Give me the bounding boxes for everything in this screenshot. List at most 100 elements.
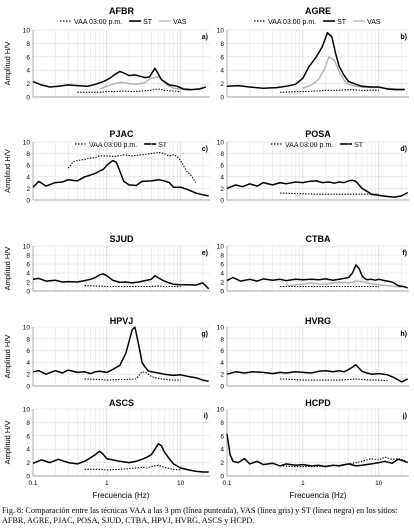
p6-y-tick-label: 6 xyxy=(26,348,30,355)
p8-y-tick-label: 10 xyxy=(23,407,31,414)
p0-y-tick-label: 0 xyxy=(26,95,30,102)
p3-y-tick-label: 8 xyxy=(220,151,224,158)
p1-series-st-line xyxy=(226,31,405,91)
p0-panel-title: AFBR xyxy=(109,6,134,16)
p1-legend-label-st: ST xyxy=(337,19,347,26)
p9-y-tick-label: 0 xyxy=(220,474,224,481)
p9-series-vaa-line xyxy=(280,456,405,468)
p9-x-tick-label: 0.1 xyxy=(222,480,231,487)
y-axis-title-row-3: Amplitud H/V xyxy=(3,335,12,379)
p1-y-tick-label: 0 xyxy=(220,95,224,102)
p9-y-tick-label: 10 xyxy=(217,407,225,414)
p9-y-tick-label: 8 xyxy=(220,420,224,427)
p2-y-tick-label: 10 xyxy=(23,140,31,147)
p8-x-tick-label: 10 xyxy=(177,480,185,487)
p6-series-st-line xyxy=(32,326,209,383)
p8-y-tick-label: 8 xyxy=(26,420,30,427)
p8-y-tick-label: 0 xyxy=(26,474,30,481)
p6-series-vaa-line xyxy=(84,371,181,381)
p2-legend-label-vaa: VAA 03:00 p.m. xyxy=(89,142,137,149)
p9-panel-title: HCPD xyxy=(305,398,331,408)
p0-legend-label-st: ST xyxy=(143,19,153,26)
figure-caption: Fig. 8: Comparación entre las técnicas V… xyxy=(2,506,398,525)
y-axis-title-row-4: Amplitud H/V xyxy=(3,421,12,465)
p3-legend-label-vaa: VAA 03:00 p.m. xyxy=(285,142,333,149)
p4-y-tick-label: 4 xyxy=(26,271,30,278)
p3-panel-letter: d) xyxy=(400,146,407,153)
p4-series-st-line xyxy=(32,273,210,290)
p7-y-tick-label: 6 xyxy=(220,348,224,355)
p6-y-tick-label: 8 xyxy=(26,336,30,343)
p2-y-tick-label: 8 xyxy=(26,151,30,158)
p9-series-st-line xyxy=(226,433,409,468)
p5-panel-title: CTBA xyxy=(306,234,331,244)
p7-y-tick-label: 4 xyxy=(220,360,224,367)
p8-y-tick-label: 4 xyxy=(26,447,30,454)
p3-series-vaa-line xyxy=(280,192,379,195)
p1-panel-title: AGRE xyxy=(305,6,331,16)
p0-y-tick-label: 10 xyxy=(23,28,31,35)
p6-y-tick-label: 4 xyxy=(26,360,30,367)
p2-y-tick-label: 2 xyxy=(26,186,30,193)
p7-series-st-line xyxy=(226,364,409,383)
p9-y-tick-label: 4 xyxy=(220,447,224,454)
p8-x-tick-label: 0.1 xyxy=(28,480,37,487)
p3-y-tick-label: 0 xyxy=(220,198,224,205)
p4-y-tick-label: 6 xyxy=(26,262,30,269)
p9-x-tick-label: 10 xyxy=(375,480,383,487)
p3-y-tick-label: 4 xyxy=(220,174,224,181)
p4-y-tick-label: 10 xyxy=(23,244,31,251)
p5-series-vas-line xyxy=(286,280,402,288)
p1-y-tick-label: 6 xyxy=(220,54,224,61)
p4-y-tick-label: 8 xyxy=(26,253,30,260)
p7-y-tick-label: 2 xyxy=(220,372,224,379)
p1-y-tick-label: 2 xyxy=(220,81,224,88)
p2-panel-title: PJAC xyxy=(109,129,134,139)
p5-series-st-line xyxy=(226,264,408,289)
y-axis-title-row-1: Amplitud H/V xyxy=(3,149,12,193)
p2-series-vaa-line xyxy=(67,151,197,183)
p0-series-st-line xyxy=(32,67,207,91)
p8-panel-letter: i) xyxy=(204,413,208,420)
p6-y-tick-label: 0 xyxy=(26,384,30,391)
p7-panel-title: HVRG xyxy=(305,316,331,326)
p7-y-tick-label: 0 xyxy=(220,384,224,391)
p9-panel-letter: j) xyxy=(402,413,407,420)
p5-y-tick-label: 10 xyxy=(217,244,225,251)
p1-y-tick-label: 10 xyxy=(217,28,225,35)
p4-panel-title: SJUD xyxy=(109,234,134,244)
p1-y-tick-label: 8 xyxy=(220,41,224,48)
p8-series-st-line xyxy=(32,443,209,473)
p4-y-tick-label: 2 xyxy=(26,280,30,287)
p3-y-tick-label: 10 xyxy=(217,140,225,147)
p2-y-tick-label: 4 xyxy=(26,174,30,181)
p2-panel-letter: c) xyxy=(202,146,208,153)
x-axis-title-left: Frecuencia (Hz) xyxy=(93,491,150,500)
p6-y-tick-label: 2 xyxy=(26,372,30,379)
p4-panel-letter: e) xyxy=(202,250,208,257)
p3-legend-label-st: ST xyxy=(354,142,364,149)
p7-y-tick-label: 8 xyxy=(220,336,224,343)
p0-series-vaa-line xyxy=(77,88,181,93)
p1-y-tick-label: 4 xyxy=(220,68,224,75)
p3-series-st-line xyxy=(226,179,409,198)
p4-y-tick-label: 0 xyxy=(26,289,30,296)
p7-panel-letter: h) xyxy=(400,331,407,338)
p5-y-tick-label: 6 xyxy=(220,262,224,269)
p5-panel-letter: f) xyxy=(402,250,407,257)
p2-y-tick-label: 6 xyxy=(26,163,30,170)
p1-legend-label-vaa: VAA 03:00 p.m. xyxy=(268,19,316,26)
p8-y-tick-label: 6 xyxy=(26,433,30,440)
p6-y-tick-label: 10 xyxy=(23,325,31,332)
p6-panel-letter: g) xyxy=(201,331,208,338)
p5-y-tick-label: 2 xyxy=(220,280,224,287)
p8-series-vaa-line xyxy=(84,464,181,471)
p2-y-tick-label: 0 xyxy=(26,198,30,205)
p6-panel-title: HPVJ xyxy=(110,316,134,326)
p1-series-vaa-line xyxy=(280,89,379,93)
p1-panel-letter: b) xyxy=(400,34,407,41)
p5-y-tick-label: 8 xyxy=(220,253,224,260)
p9-y-tick-label: 6 xyxy=(220,433,224,440)
p3-y-tick-label: 6 xyxy=(220,163,224,170)
p1-legend-label-vas: VAS xyxy=(367,19,381,26)
